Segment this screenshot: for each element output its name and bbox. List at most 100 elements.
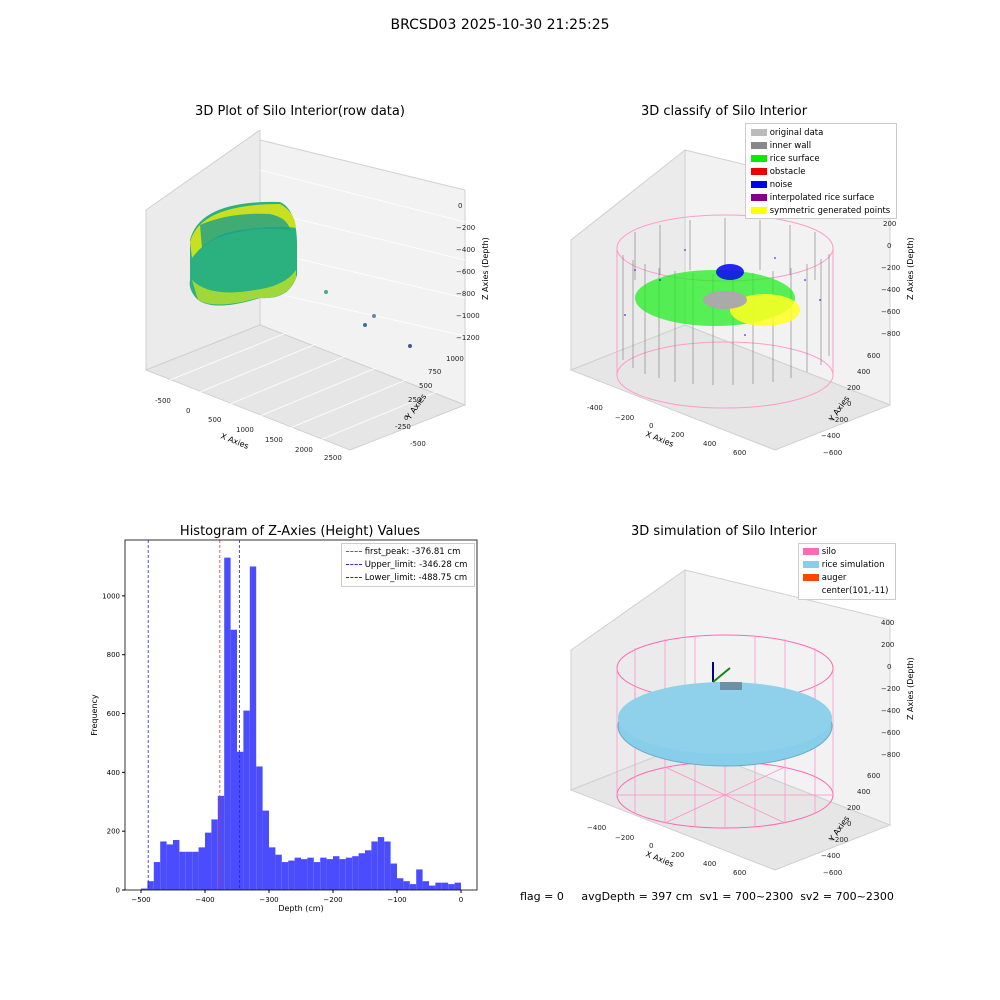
legend-lower-limit-line (346, 577, 362, 578)
svg-text:-500: -500 (410, 440, 426, 448)
svg-text:1000: 1000 (236, 426, 254, 434)
svg-text:−600: −600 (456, 268, 475, 276)
svg-text:−600: −600 (823, 869, 842, 877)
x-tick-label: −200 (323, 896, 342, 904)
legend-obstacle: obstacle (769, 167, 806, 177)
classify-legend: original data inner wall rice surface ob… (745, 123, 897, 219)
histogram-bar (307, 857, 314, 890)
x-tick-label: 0 (459, 896, 463, 904)
svg-text:600: 600 (867, 352, 880, 360)
svg-text:−1200: −1200 (456, 334, 480, 342)
y-tick-label: 200 (107, 828, 120, 836)
y-tick-label: 1000 (102, 592, 120, 600)
svg-text:200: 200 (881, 641, 894, 649)
svg-text:2500: 2500 (324, 454, 342, 460)
histogram-bar (249, 566, 257, 890)
legend-center: center(101,-11) (821, 586, 889, 596)
histogram-bar (275, 854, 282, 890)
svg-text:−600: −600 (881, 308, 900, 316)
svg-text:0: 0 (847, 820, 851, 828)
histogram-bar (217, 795, 225, 890)
histogram-bar (416, 869, 423, 890)
svg-text:−400: −400 (587, 824, 606, 832)
histogram-bar (237, 751, 244, 890)
simulation-plot-title: 3D simulation of Silo Interior (631, 524, 817, 539)
legend-swatch-original (751, 129, 767, 136)
histogram-bar (320, 857, 327, 890)
y-tick-label: 400 (107, 769, 120, 777)
svg-text:500: 500 (208, 416, 221, 424)
histogram-xlabel: Depth (cm) (278, 904, 323, 913)
svg-text:200: 200 (847, 804, 860, 812)
svg-text:-250: -250 (395, 423, 411, 431)
x-tick-label: −400 (195, 896, 214, 904)
histogram-bar (448, 884, 455, 890)
histogram-bar (441, 882, 449, 890)
svg-text:600: 600 (733, 869, 746, 877)
svg-text:-500: -500 (155, 397, 171, 405)
svg-text:400: 400 (703, 860, 716, 868)
legend-inner-wall: inner wall (769, 141, 812, 151)
legend-swatch-silo (803, 548, 819, 555)
svg-text:−600: −600 (823, 449, 842, 457)
svg-text:-400: -400 (587, 404, 603, 412)
svg-text:0: 0 (847, 400, 851, 408)
classify-3d-plot: -400 −200 0 200 400 600 −600 −400 −200 0 200 400… (569, 148, 915, 457)
histogram-bar (358, 853, 365, 890)
legend-first-peak: first_peak: -376.81 cm (364, 547, 461, 557)
svg-text:0: 0 (887, 663, 891, 671)
svg-text:250: 250 (408, 396, 421, 404)
status-line: flag = 0 avgDepth = 397 cm sv1 = 700~230… (520, 890, 894, 903)
simulation-zlabel: Z Axies (Depth) (906, 657, 915, 720)
histogram-bar (211, 819, 218, 890)
legend-swatch-rice (803, 561, 819, 568)
svg-text:200: 200 (671, 431, 684, 439)
simulation-legend: silo rice simulation auger center(101,-1… (798, 543, 896, 600)
legend-swatch-inner-wall (751, 142, 767, 149)
y-tick-label: 800 (107, 651, 120, 659)
histogram-bar (185, 851, 193, 890)
histogram-frame (124, 539, 478, 891)
legend-lower-limit: Lower_limit: -488.75 cm (364, 573, 468, 583)
svg-text:0: 0 (458, 202, 462, 210)
histogram-bar (192, 851, 199, 890)
legend-rice-surface: rice surface (769, 154, 820, 164)
raw-xlabel: X Axies (219, 432, 250, 451)
svg-text:400: 400 (857, 788, 870, 796)
histogram-bar (230, 629, 237, 890)
raw-plot-title: 3D Plot of Silo Interior(row data) (195, 104, 405, 119)
histogram-bar (205, 832, 212, 890)
histogram-legend: first_peak: -376.81 cm Upper_limit: -346… (341, 543, 475, 587)
histogram-bar (313, 862, 321, 890)
svg-text:−400: −400 (456, 246, 475, 254)
histogram-bar (352, 856, 359, 890)
histogram-bar (224, 557, 231, 890)
legend-first-peak-line (346, 551, 362, 552)
histogram-bar (294, 857, 301, 890)
svg-text:−200: −200 (829, 416, 848, 424)
svg-text:600: 600 (867, 772, 880, 780)
svg-text:0: 0 (186, 407, 190, 415)
svg-text:−200: −200 (881, 685, 900, 693)
histogram-bar (333, 856, 340, 890)
raw-point-cloud (189, 201, 412, 348)
svg-text:200: 200 (883, 220, 896, 228)
histogram-bar (256, 766, 263, 890)
svg-text:−400: −400 (881, 707, 900, 715)
svg-text:2000: 2000 (295, 446, 313, 454)
svg-text:400: 400 (881, 619, 894, 627)
histogram-bar (262, 810, 269, 890)
histogram-bar (390, 863, 397, 890)
classify-plot-title: 3D classify of Silo Interior (640, 104, 808, 119)
figure-title: BRCSD03 2025-10-30 21:25:25 (390, 17, 610, 33)
legend-interpolated: interpolated rice surface (769, 193, 875, 203)
legend-swatch-noise (751, 181, 767, 188)
y-tick-label: 0 (116, 887, 120, 895)
svg-text:1000: 1000 (446, 355, 464, 363)
svg-text:−600: −600 (881, 729, 900, 737)
legend-upper-limit: Upper_limit: -346.28 cm (364, 560, 468, 570)
svg-text:500: 500 (419, 382, 432, 390)
svg-text:0: 0 (649, 842, 653, 850)
histogram-bar (243, 710, 250, 890)
